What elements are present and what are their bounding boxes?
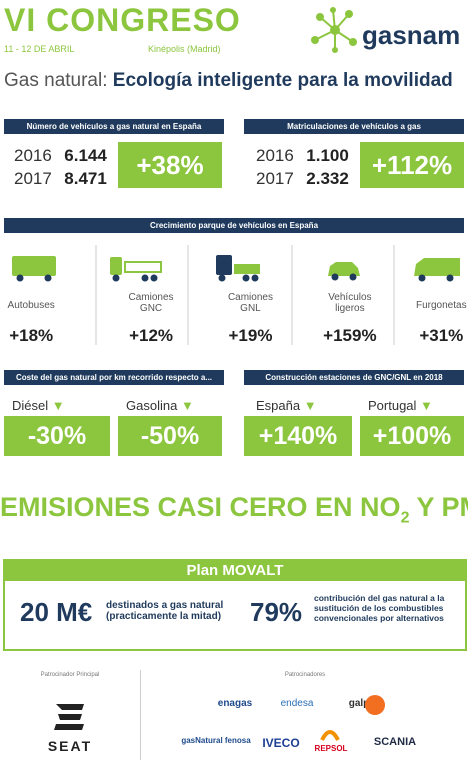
repsol-icon (320, 730, 340, 741)
title: VI CONGRESO (4, 2, 241, 38)
sponsor: enagas (217, 698, 253, 709)
growth-graphics (12, 245, 460, 345)
sponsor: endesa (280, 698, 314, 709)
change: +159% (323, 326, 377, 345)
year: 2017 (256, 169, 294, 188)
category: Diésel ▼ (12, 398, 65, 413)
label: Vehículos ligeros (328, 292, 372, 314)
label: Furgonetas (416, 300, 467, 311)
change: +12% (129, 326, 174, 345)
plan-title: Plan MOVALT (5, 561, 465, 581)
panel-title: Número de vehículos a gas natural en Esp… (4, 119, 224, 134)
banner-tail: Y PM (416, 492, 468, 522)
count: 1.100 (306, 146, 349, 165)
panel-title: Matriculaciones de vehículos a gas (244, 119, 464, 134)
logo-text: gasnam (362, 20, 461, 50)
year: 2016 (256, 146, 294, 165)
galp-icon (365, 695, 385, 715)
seat-icon (54, 704, 84, 730)
amount: 20 M€ (20, 597, 93, 627)
dates: 11 - 12 DE ABRIL (4, 44, 75, 54)
change: +31% (419, 326, 464, 345)
sponsor: REPSOL (314, 744, 348, 753)
category: Portugal ▼ (368, 398, 433, 413)
label: Gasolina (126, 398, 178, 413)
arrow: ▼ (420, 398, 433, 413)
growth-item: Camiones GNL +19% (224, 292, 277, 346)
change: +19% (228, 326, 273, 345)
year: 2016 (14, 146, 52, 165)
share: 79% (250, 597, 303, 627)
amount-text: destinados a gas natural (practicamente … (106, 600, 224, 622)
panel-title: Coste del gas natural por km recorrido r… (4, 370, 224, 385)
subtitle-lead: Gas natural: (4, 70, 108, 91)
change: +18% (9, 326, 54, 345)
main-sponsor-label: Patrocinador Principal (40, 672, 100, 678)
banner-text: EMISIONES CASI CERO EN NO (0, 492, 401, 522)
banner: EMISIONES CASI CERO EN NO2 Y PM (0, 492, 468, 527)
label: Camiones GNC (128, 292, 174, 314)
divider (140, 670, 141, 760)
label: Diésel (12, 398, 49, 413)
category: Gasolina ▼ (126, 398, 194, 413)
rows: 2016 1.100 2017 2.332 (256, 146, 349, 189)
subtitle: Gas natural: Ecología inteligente para l… (4, 70, 453, 92)
year: 2017 (14, 169, 52, 188)
change: +112% (360, 142, 464, 188)
arrow: ▼ (51, 398, 65, 413)
change: +100% (360, 416, 464, 456)
count: 8.471 (64, 169, 107, 188)
sponsors-label: Patrocinadores (284, 672, 326, 678)
sponsor: IVECO (262, 736, 300, 750)
main-sponsor: SEAT (47, 738, 93, 754)
banner-subscript: 2 (400, 509, 410, 527)
growth-item: Vehículos ligeros +159% (323, 292, 376, 346)
logo-icon (311, 7, 357, 53)
subtitle-text: Ecología inteligente para la movilidad (112, 70, 453, 91)
sponsor: SCANIA (373, 736, 417, 748)
category: España ▼ (256, 398, 317, 413)
growth-items: Autobuses +18% Camiones GNC +12% Camiones … (0, 292, 468, 346)
label: Autobuses (7, 300, 55, 311)
label: Portugal (368, 398, 417, 413)
rows: 2016 6.144 2017 8.471 (14, 146, 107, 189)
growth-item: Furgonetas +31% (415, 292, 468, 346)
plan-box (3, 559, 467, 651)
label: España (256, 398, 301, 413)
growth-item: Camiones GNC +12% (124, 292, 177, 346)
sponsor: galp (348, 698, 370, 709)
arrow: ▼ (303, 398, 317, 413)
panel-title: Construcción estaciones de GNC/GNL en 20… (244, 370, 464, 385)
growth-item: Autobuses +18% (0, 292, 62, 346)
change: +38% (118, 142, 222, 188)
count: 2.332 (306, 169, 349, 188)
panel-title: Crecimiento parque de vehículos en Españ… (4, 218, 464, 233)
venue: Kinépolis (Madrid) (148, 44, 221, 54)
count: 6.144 (64, 146, 107, 165)
share-text: contribución del gas natural a la sustit… (314, 593, 445, 623)
change: +140% (244, 416, 352, 456)
sponsor: gasNatural fenosa (181, 736, 251, 745)
change: -30% (4, 416, 110, 456)
arrow: ▼ (180, 398, 194, 413)
label: Camiones GNL (227, 292, 273, 314)
change: -50% (118, 416, 222, 456)
